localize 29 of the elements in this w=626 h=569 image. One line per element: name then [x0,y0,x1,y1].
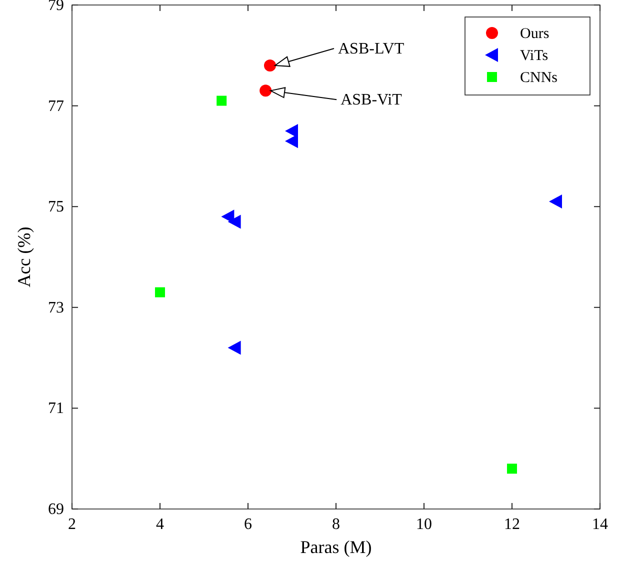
legend-label: Ours [520,26,550,42]
x-tick-label: 2 [68,516,76,533]
y-tick-label: 71 [48,400,64,418]
y-tick-label: 77 [48,98,64,115]
x-tick-label: 8 [332,516,340,533]
point [285,124,298,138]
point [155,287,165,298]
annotation: ASB-LVT [338,40,404,58]
x-tick-label: 6 [244,516,252,533]
annotation: ASB-ViT [340,92,402,109]
y-tick-label: 75 [48,198,64,216]
point [260,84,272,97]
point [549,194,562,209]
point [228,214,241,229]
point [216,96,227,106]
point [507,464,517,474]
y-tick-label: 73 [48,299,64,316]
x-tick-label: 14 [592,516,608,533]
y-axis-title: Acc (%) [14,226,34,288]
point [228,340,241,355]
point [264,59,276,72]
y-tick-label: 69 [48,501,64,518]
x-tick-label: 12 [504,516,520,533]
legend-label: ViTs [520,48,548,64]
legend-label: CNNs [520,70,558,86]
x-tick-label: 10 [416,516,432,533]
x-tick-label: 4 [156,516,164,533]
x-axis-title: Paras (M) [300,537,372,557]
point [285,134,298,148]
